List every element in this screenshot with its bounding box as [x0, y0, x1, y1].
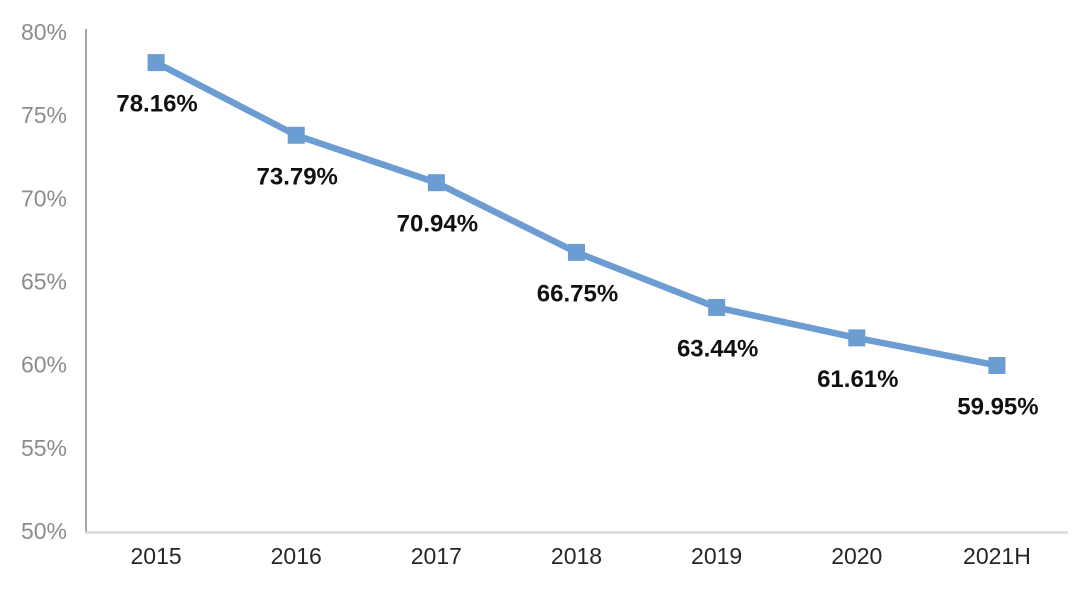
y-axis-tick-label: 80%	[21, 19, 67, 45]
x-axis-tick-label: 2015	[130, 543, 181, 569]
data-point-label: 70.94%	[397, 211, 478, 238]
y-axis-tick-label: 60%	[21, 352, 67, 378]
x-axis-tick-label: 2018	[551, 543, 602, 569]
x-axis-tick-label: 2021H	[963, 543, 1031, 569]
series-line	[152, 59, 1001, 369]
x-axis-tick-label: 2019	[691, 543, 742, 569]
data-point-marker	[147, 54, 165, 72]
data-point-label: 66.75%	[537, 280, 618, 307]
x-axis-tick-label: 2020	[831, 543, 882, 569]
data-point-label: 59.95%	[957, 393, 1038, 420]
data-point-label: 73.79%	[257, 163, 338, 190]
data-point-marker	[988, 356, 1006, 374]
y-axis-tick-label: 55%	[21, 435, 67, 461]
x-axis-tick-label: 2017	[411, 543, 462, 569]
y-axis-tick-label: 75%	[21, 102, 67, 128]
data-point-label: 63.44%	[677, 335, 758, 362]
data-point-marker	[287, 126, 305, 144]
y-axis-tick-label: 70%	[21, 185, 67, 211]
data-point-label: 78.16%	[116, 91, 197, 118]
x-axis-tick-label: 2016	[271, 543, 322, 569]
data-point-marker	[568, 243, 585, 261]
data-point-marker	[708, 298, 726, 316]
y-axis-tick-label: 65%	[21, 269, 67, 295]
data-point-marker	[427, 174, 445, 192]
data-point-marker	[848, 329, 866, 347]
data-point-label: 61.61%	[817, 366, 898, 393]
y-axis-tick-label: 50%	[21, 518, 67, 544]
